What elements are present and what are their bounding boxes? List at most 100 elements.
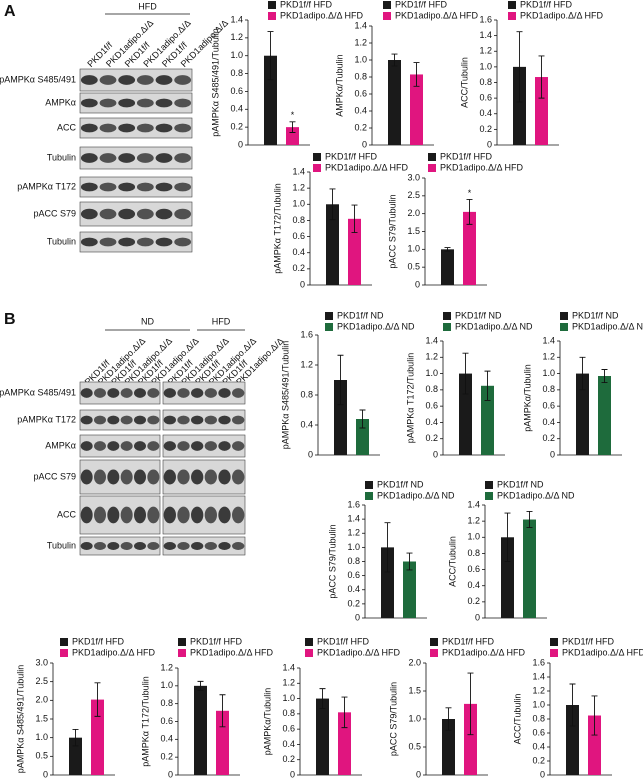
y-tick-label: 1.5 bbox=[408, 685, 421, 695]
blot-band bbox=[134, 415, 146, 425]
legend-swatch bbox=[383, 12, 391, 20]
error-bar bbox=[337, 354, 344, 406]
blot bbox=[162, 495, 246, 535]
error-bar bbox=[591, 695, 598, 736]
legend-swatch bbox=[313, 164, 321, 172]
y-axis-label: ACC/Tubulin bbox=[447, 536, 457, 587]
blot-band bbox=[118, 237, 136, 247]
y-tick-label: 0.6 bbox=[230, 86, 243, 96]
blot bbox=[162, 381, 246, 405]
blot bbox=[79, 92, 193, 114]
y-tick-label: 1.0 bbox=[425, 368, 438, 378]
blot-band bbox=[218, 542, 231, 550]
legend-swatch bbox=[428, 164, 436, 172]
blot-band bbox=[218, 469, 231, 485]
y-tick-label: 0.2 bbox=[479, 124, 492, 134]
legend-swatch bbox=[60, 649, 68, 657]
legend-label: PKD1adipo.Δ/Δ HFD bbox=[72, 647, 156, 657]
blot-band bbox=[80, 415, 93, 425]
y-tick-label: 0.8 bbox=[160, 698, 173, 708]
y-axis-label: pAMPKα S485/491/Tubulin bbox=[15, 665, 25, 773]
legend-swatch bbox=[325, 312, 333, 320]
y-tick-label: 0.4 bbox=[282, 739, 295, 749]
y-tick-label: 1.6 bbox=[300, 329, 313, 339]
blot-band bbox=[107, 506, 120, 524]
legend-swatch bbox=[485, 481, 493, 489]
group-label: HFD bbox=[212, 316, 231, 326]
y-tick-label: 0 bbox=[43, 769, 48, 779]
y-axis-label: pAMPKα S485/491/Tubulin bbox=[210, 28, 220, 136]
blot-band bbox=[163, 469, 176, 485]
blot bbox=[162, 409, 246, 431]
error-bar bbox=[406, 552, 413, 571]
y-tick-label: 1.4 bbox=[292, 166, 305, 176]
blot-band bbox=[80, 153, 98, 163]
y-tick-label: 1.0 bbox=[347, 542, 360, 552]
y-tick-label: 1.2 bbox=[347, 528, 360, 538]
blot-band bbox=[94, 542, 106, 550]
y-tick-label: 0.2 bbox=[467, 596, 480, 606]
y-tick-label: 0.8 bbox=[542, 384, 555, 394]
error-bar bbox=[504, 512, 511, 562]
y-tick-label: 1.0 bbox=[479, 61, 492, 71]
blot-band bbox=[134, 441, 146, 451]
blot-row-label: AMPKα bbox=[45, 97, 76, 107]
legend-swatch bbox=[313, 153, 321, 161]
legend-swatch bbox=[268, 12, 276, 20]
blot-band bbox=[120, 441, 133, 451]
y-axis-label: pAMPKα T172/Tubulin bbox=[272, 183, 282, 273]
y-tick-label: 1.5 bbox=[407, 226, 420, 236]
legend-label: PKD1f/f HFD bbox=[317, 636, 370, 646]
legend-swatch bbox=[178, 638, 186, 646]
bar bbox=[69, 737, 82, 775]
blot-band bbox=[177, 415, 190, 425]
blot-band bbox=[134, 469, 146, 485]
legend-swatch bbox=[485, 492, 493, 500]
error-bar bbox=[484, 370, 491, 401]
y-tick-label: 1.2 bbox=[160, 662, 173, 672]
legend-swatch bbox=[560, 323, 568, 331]
y-tick-label: 0.2 bbox=[160, 752, 173, 762]
blot-band bbox=[99, 153, 117, 163]
legend-swatch bbox=[550, 649, 558, 657]
bar bbox=[334, 380, 347, 455]
y-axis-label: pACC S79/Tubulin bbox=[327, 524, 337, 598]
y-tick-label: 1.2 bbox=[467, 516, 480, 526]
legend-swatch bbox=[550, 638, 558, 646]
y-tick-label: 0 bbox=[238, 139, 243, 149]
blot bbox=[79, 68, 193, 92]
blot-band bbox=[147, 415, 160, 425]
blot-band bbox=[191, 388, 204, 398]
blot-band bbox=[80, 123, 98, 133]
y-tick-label: 1.4 bbox=[425, 335, 438, 345]
y-tick-label: 1.0 bbox=[467, 532, 480, 542]
y-tick-label: 1.0 bbox=[282, 693, 295, 703]
blot-band bbox=[174, 123, 192, 133]
blot-band bbox=[174, 182, 192, 192]
legend-label: PKD1adipo.Δ/Δ ND bbox=[377, 490, 455, 500]
blot-band bbox=[80, 441, 93, 451]
blot-band bbox=[120, 388, 133, 398]
blot-band bbox=[155, 208, 173, 220]
blot-band bbox=[232, 506, 245, 524]
legend-label: PKD1f/f ND bbox=[497, 479, 544, 489]
bar bbox=[316, 698, 329, 775]
blot-band bbox=[163, 542, 176, 550]
legend-label: PKD1f/f HFD bbox=[72, 636, 125, 646]
y-tick-label: 0 bbox=[416, 769, 421, 779]
blot-band bbox=[191, 415, 204, 425]
legend-swatch bbox=[178, 649, 186, 657]
error-bar bbox=[444, 247, 451, 252]
error-bar bbox=[445, 707, 452, 731]
blot-band bbox=[107, 542, 120, 550]
y-tick-label: 1.0 bbox=[542, 368, 555, 378]
error-bar bbox=[462, 352, 469, 395]
legend-label: PKD1adipo.Δ/Δ ND bbox=[455, 321, 533, 331]
y-tick-label: 0.6 bbox=[282, 724, 295, 734]
legend-label: PKD1f/f HFD bbox=[520, 0, 573, 9]
y-tick-label: 0 bbox=[433, 449, 438, 459]
y-tick-label: 0.2 bbox=[292, 263, 305, 273]
y-axis-label: AMPKα/Tubulin bbox=[334, 54, 344, 116]
blot-band bbox=[107, 388, 120, 398]
